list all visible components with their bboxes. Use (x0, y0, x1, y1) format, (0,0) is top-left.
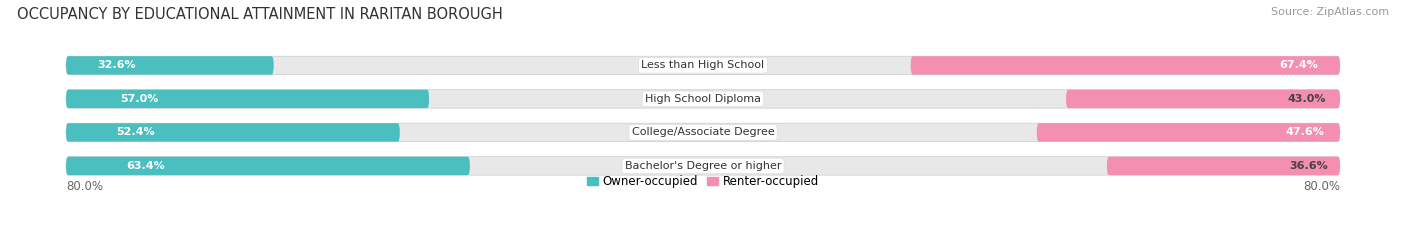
Text: 63.4%: 63.4% (127, 161, 166, 171)
Text: Less than High School: Less than High School (641, 60, 765, 70)
FancyBboxPatch shape (66, 56, 274, 75)
Text: High School Diploma: High School Diploma (645, 94, 761, 104)
Text: 80.0%: 80.0% (66, 180, 103, 193)
FancyBboxPatch shape (66, 56, 1340, 75)
FancyBboxPatch shape (1107, 157, 1340, 175)
FancyBboxPatch shape (66, 123, 399, 142)
Text: 67.4%: 67.4% (1279, 60, 1319, 70)
Text: 32.6%: 32.6% (97, 60, 136, 70)
FancyBboxPatch shape (66, 157, 1340, 175)
Legend: Owner-occupied, Renter-occupied: Owner-occupied, Renter-occupied (588, 175, 818, 188)
FancyBboxPatch shape (66, 90, 429, 108)
Text: Bachelor's Degree or higher: Bachelor's Degree or higher (624, 161, 782, 171)
Text: 43.0%: 43.0% (1288, 94, 1326, 104)
Text: 36.6%: 36.6% (1289, 161, 1329, 171)
Text: 47.6%: 47.6% (1286, 127, 1324, 137)
Text: Source: ZipAtlas.com: Source: ZipAtlas.com (1271, 7, 1389, 17)
Text: 52.4%: 52.4% (117, 127, 155, 137)
FancyBboxPatch shape (1036, 123, 1340, 142)
FancyBboxPatch shape (1066, 90, 1340, 108)
FancyBboxPatch shape (911, 56, 1340, 75)
FancyBboxPatch shape (66, 157, 470, 175)
Text: 80.0%: 80.0% (1303, 180, 1340, 193)
Text: College/Associate Degree: College/Associate Degree (631, 127, 775, 137)
FancyBboxPatch shape (66, 90, 1340, 108)
Text: 57.0%: 57.0% (121, 94, 159, 104)
FancyBboxPatch shape (66, 123, 1340, 142)
Text: OCCUPANCY BY EDUCATIONAL ATTAINMENT IN RARITAN BOROUGH: OCCUPANCY BY EDUCATIONAL ATTAINMENT IN R… (17, 7, 502, 22)
